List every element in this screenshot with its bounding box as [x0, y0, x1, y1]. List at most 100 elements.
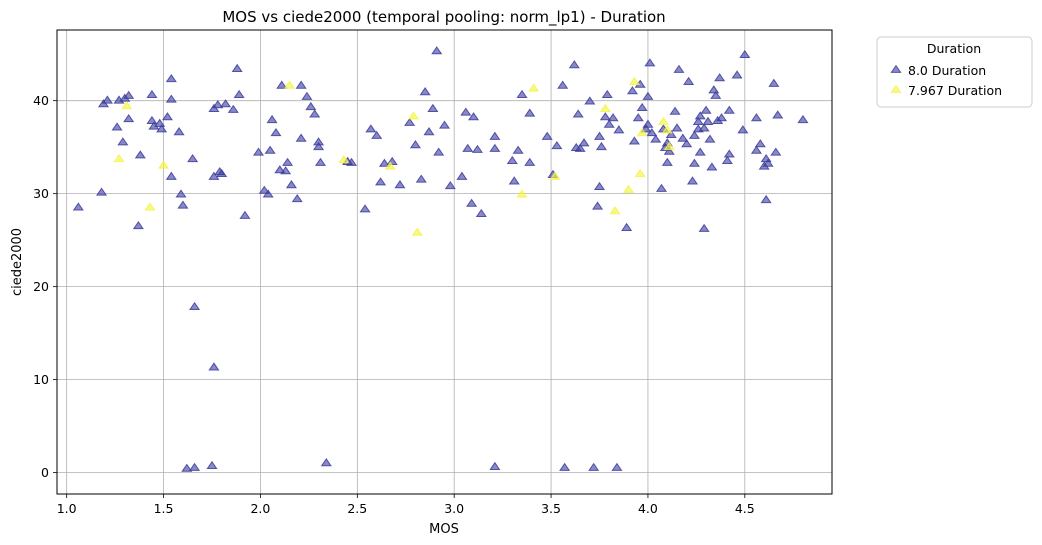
data-point: [280, 166, 292, 175]
data-point: [423, 127, 435, 136]
data-point: [407, 111, 420, 120]
data-point: [409, 140, 421, 149]
data-point: [338, 154, 350, 164]
data-point: [601, 89, 613, 98]
data-point: [754, 139, 766, 148]
data-point: [750, 145, 762, 154]
data-point: [231, 63, 243, 72]
data-point: [593, 181, 606, 191]
x-tick-label: 4.0: [638, 501, 658, 516]
data-point: [551, 140, 563, 150]
data-point: [644, 58, 656, 67]
data-point: [595, 141, 607, 151]
data-point: [704, 134, 716, 143]
data-point: [177, 200, 189, 209]
data-point: [663, 141, 675, 151]
data-point: [636, 127, 648, 137]
data-point: [750, 113, 762, 122]
data-point: [375, 177, 387, 186]
data-point: [762, 158, 774, 167]
data-point: [681, 139, 693, 148]
data-point: [460, 107, 472, 116]
data-point: [708, 85, 720, 94]
data-point: [320, 458, 332, 467]
data-point: [568, 60, 580, 69]
data-point: [599, 103, 611, 112]
data-point: [646, 127, 658, 137]
data-point: [628, 76, 640, 85]
data-point: [557, 80, 569, 89]
data-point: [123, 114, 135, 123]
data-point: [419, 87, 431, 96]
legend: Duration 8.0 Duration 7.967 Duration: [876, 36, 1033, 108]
data-point: [295, 80, 307, 89]
data-point: [636, 102, 648, 112]
data-point: [694, 147, 706, 156]
data-point: [117, 137, 129, 146]
data-point: [394, 180, 406, 189]
data-point: [768, 78, 780, 87]
data-point: [731, 70, 743, 79]
data-point: [665, 129, 677, 138]
data-point: [661, 157, 673, 166]
data-point: [165, 74, 177, 83]
data-point: [471, 144, 483, 153]
data-point: [475, 208, 487, 218]
y-tick-label: 20: [33, 279, 49, 294]
data-point: [489, 461, 501, 470]
data-point: [524, 157, 536, 166]
data-point: [181, 463, 193, 472]
data-point: [723, 149, 735, 158]
data-point: [220, 99, 232, 108]
data-point: [227, 104, 239, 113]
data-point: [165, 171, 177, 180]
data-point: [309, 109, 321, 118]
data-point: [208, 171, 220, 180]
data-point: [797, 114, 809, 124]
data-point: [456, 171, 468, 180]
data-point: [621, 222, 633, 231]
data-point: [721, 155, 733, 165]
data-point: [283, 80, 296, 89]
y-axis-label: ciede2000: [10, 228, 25, 296]
x-tick-label: 2.0: [250, 501, 270, 516]
data-point: [592, 201, 604, 210]
legend-label: 8.0 Duration: [908, 63, 986, 78]
data-point: [264, 145, 276, 154]
legend-title: Duration: [927, 41, 981, 56]
data-point: [716, 113, 728, 122]
data-point: [291, 193, 303, 203]
data-point: [189, 462, 201, 471]
data-point: [506, 155, 518, 165]
data-point: [541, 131, 553, 140]
data-point: [572, 109, 584, 118]
data-point: [688, 158, 700, 167]
data-point: [683, 76, 695, 85]
data-points: [72, 46, 809, 472]
data-point: [700, 105, 712, 114]
data-point: [642, 91, 654, 100]
data-point: [274, 165, 286, 174]
data-point: [739, 49, 751, 59]
data-point: [175, 189, 187, 198]
data-point: [359, 204, 371, 213]
data-point: [208, 362, 220, 371]
x-tick-label: 2.5: [347, 501, 367, 516]
legend-marker: [890, 84, 902, 93]
data-point: [714, 73, 726, 82]
data-point: [216, 168, 228, 178]
data-point: [772, 110, 784, 119]
data-point: [212, 100, 224, 109]
data-point: [628, 136, 640, 145]
data-point: [258, 185, 270, 194]
data-point: [694, 111, 706, 120]
chart-title: MOS vs ciede2000 (temporal pooling: norm…: [222, 8, 665, 27]
data-point: [468, 112, 480, 121]
data-point: [634, 168, 646, 178]
data-point: [262, 189, 274, 198]
data-point: [146, 89, 158, 98]
y-axis-ticks: 0 10 20 30 40: [33, 93, 57, 480]
data-point: [146, 115, 158, 125]
data-point: [737, 125, 749, 134]
